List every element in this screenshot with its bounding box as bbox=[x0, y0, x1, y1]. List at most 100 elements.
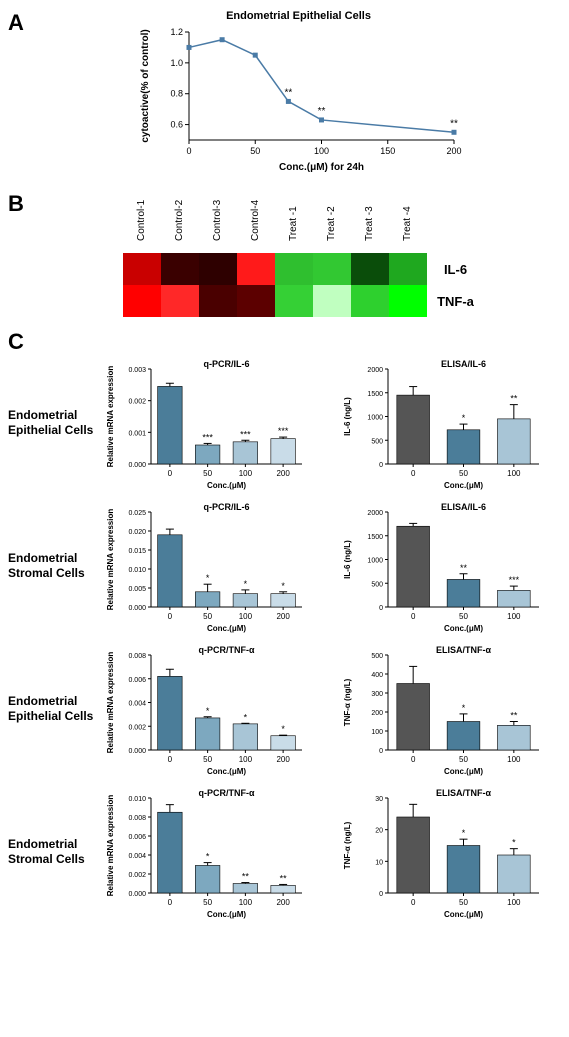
elisa-chart: 01002003004005000*50**100TNF-α (ng/L)Con… bbox=[335, 641, 550, 776]
svg-text:100: 100 bbox=[507, 612, 521, 621]
svg-text:2000: 2000 bbox=[367, 367, 383, 374]
heatmap-rows: IL-6TNF-a bbox=[123, 253, 474, 317]
svg-text:Conc.(μM): Conc.(μM) bbox=[444, 624, 483, 633]
svg-text:**: ** bbox=[460, 563, 468, 573]
svg-text:0: 0 bbox=[379, 748, 383, 755]
svg-text:cytoactive(% of control): cytoactive(% of control) bbox=[140, 29, 151, 142]
panel-b-label-text: B bbox=[8, 191, 24, 216]
svg-text:200: 200 bbox=[276, 612, 290, 621]
panel-c-row: Endometrial Epithelial Cells0.0000.0010.… bbox=[8, 355, 561, 490]
svg-text:***: *** bbox=[278, 426, 289, 436]
svg-text:50: 50 bbox=[203, 469, 212, 478]
svg-text:IL-6 (ng/L): IL-6 (ng/L) bbox=[343, 397, 352, 436]
svg-text:1500: 1500 bbox=[367, 534, 383, 541]
svg-text:*: * bbox=[281, 581, 285, 591]
panel-a: A Endometrial Epithelial Cells 0.60.81.0… bbox=[8, 10, 561, 179]
qpcr-chart: 0.0000.0020.0040.0060.0080*50*100*200Rel… bbox=[98, 641, 313, 776]
svg-text:0.010: 0.010 bbox=[128, 567, 146, 574]
svg-text:**: ** bbox=[284, 87, 292, 98]
svg-text:*: * bbox=[462, 413, 466, 423]
svg-text:ELISA/TNF-α: ELISA/TNF-α bbox=[436, 645, 491, 655]
panel-a-title: Endometrial Epithelial Cells bbox=[134, 10, 464, 22]
svg-text:ELISA/IL-6: ELISA/IL-6 bbox=[441, 359, 486, 369]
svg-text:0: 0 bbox=[379, 891, 383, 898]
panel-a-chart: Endometrial Epithelial Cells 0.60.81.01.… bbox=[134, 10, 464, 179]
svg-text:***: *** bbox=[509, 575, 520, 585]
svg-text:Conc.(μM) for 24h: Conc.(μM) for 24h bbox=[278, 162, 363, 173]
heatmap-cell bbox=[351, 253, 389, 285]
panel-a-svg: 0.60.81.01.2050100150200******Conc.(μM) … bbox=[134, 24, 464, 174]
svg-text:0.008: 0.008 bbox=[128, 815, 146, 822]
panel-c-rows: Endometrial Epithelial Cells 0.000 0.001 0.… bbox=[8, 355, 561, 927]
svg-text:*: * bbox=[512, 838, 516, 848]
svg-text:0.000: 0.000 bbox=[128, 891, 146, 898]
svg-text:0.001: 0.001 bbox=[128, 430, 146, 437]
svg-text:100: 100 bbox=[239, 612, 253, 621]
svg-text:0: 0 bbox=[168, 898, 173, 907]
svg-text:***: *** bbox=[240, 429, 251, 439]
svg-text:q-PCR/TNF-α: q-PCR/TNF-α bbox=[198, 788, 254, 798]
heatmap-cell bbox=[199, 285, 237, 317]
svg-text:Conc.(μM): Conc.(μM) bbox=[444, 910, 483, 919]
svg-text:***: *** bbox=[202, 432, 213, 442]
svg-text:0.003: 0.003 bbox=[128, 367, 146, 374]
svg-text:0.8: 0.8 bbox=[170, 89, 183, 99]
svg-text:0.002: 0.002 bbox=[128, 724, 146, 731]
elisa-chart: 01020300*50*100TNF-α (ng/L)Conc.(μM)ELIS… bbox=[335, 784, 550, 919]
svg-text:100: 100 bbox=[239, 898, 253, 907]
svg-text:300: 300 bbox=[371, 691, 383, 698]
qpcr-chart: 0.0000.0020.0040.0060.0080.0100*50**100*… bbox=[98, 784, 313, 919]
panel-a-chart-wrap: Endometrial Epithelial Cells 0.60.81.01.… bbox=[36, 10, 561, 179]
svg-text:0.010: 0.010 bbox=[128, 796, 146, 803]
panel-b-label: B bbox=[8, 191, 36, 317]
svg-text:100: 100 bbox=[507, 469, 521, 478]
svg-text:0: 0 bbox=[411, 612, 416, 621]
svg-text:1500: 1500 bbox=[367, 391, 383, 398]
heatmap-row bbox=[123, 285, 427, 317]
svg-text:50: 50 bbox=[459, 755, 468, 764]
heatmap-cell bbox=[275, 285, 313, 317]
svg-text:0.6: 0.6 bbox=[170, 120, 183, 130]
svg-text:100: 100 bbox=[371, 729, 383, 736]
svg-text:0.015: 0.015 bbox=[128, 548, 146, 555]
panel-c-row-title: Endometrial Epithelial Cells bbox=[8, 694, 98, 724]
svg-text:Relative mRNA expression: Relative mRNA expression bbox=[106, 652, 115, 754]
heatmap-cell bbox=[123, 285, 161, 317]
svg-text:0.002: 0.002 bbox=[128, 872, 146, 879]
svg-text:0.004: 0.004 bbox=[128, 701, 146, 708]
svg-text:0.006: 0.006 bbox=[128, 834, 146, 841]
svg-text:Conc.(μM): Conc.(μM) bbox=[207, 910, 246, 919]
svg-text:100: 100 bbox=[313, 146, 328, 156]
svg-text:0.020: 0.020 bbox=[128, 529, 146, 536]
svg-text:1.0: 1.0 bbox=[170, 58, 183, 68]
svg-text:0.005: 0.005 bbox=[128, 586, 146, 593]
svg-text:**: ** bbox=[510, 394, 518, 404]
svg-text:IL-6 (ng/L): IL-6 (ng/L) bbox=[343, 540, 352, 579]
svg-text:Relative mRNA expression: Relative mRNA expression bbox=[106, 366, 115, 468]
heatmap-cell bbox=[389, 253, 427, 285]
svg-text:0.002: 0.002 bbox=[128, 399, 146, 406]
svg-text:**: ** bbox=[317, 106, 325, 117]
svg-text:0.025: 0.025 bbox=[128, 510, 146, 517]
heatmap-cell bbox=[161, 253, 199, 285]
svg-text:*: * bbox=[462, 703, 466, 713]
svg-text:0: 0 bbox=[411, 469, 416, 478]
svg-text:*: * bbox=[244, 712, 248, 722]
svg-text:0: 0 bbox=[186, 146, 191, 156]
svg-text:0: 0 bbox=[411, 755, 416, 764]
heatmap-cell bbox=[351, 285, 389, 317]
qpcr-chart: 0.0000.0050.0100.0150.0200.0250*50*100*2… bbox=[98, 498, 313, 633]
svg-text:*: * bbox=[206, 852, 210, 862]
svg-text:0: 0 bbox=[168, 612, 173, 621]
panel-c-row: Endometrial Stromal Cells0.0000.0050.010… bbox=[8, 498, 561, 633]
svg-text:Conc.(μM): Conc.(μM) bbox=[444, 767, 483, 776]
svg-text:500: 500 bbox=[371, 438, 383, 445]
svg-text:*: * bbox=[462, 828, 466, 838]
panel-b: B Control-1Control-2Control-3Control-4Tr… bbox=[8, 191, 561, 317]
panel-c-row: Endometrial Stromal Cells0.0000.0020.004… bbox=[8, 784, 561, 919]
svg-text:Relative mRNA expression: Relative mRNA expression bbox=[106, 795, 115, 897]
svg-text:0.000: 0.000 bbox=[128, 748, 146, 755]
svg-text:100: 100 bbox=[507, 898, 521, 907]
svg-text:1000: 1000 bbox=[367, 415, 383, 422]
svg-text:Conc.(μM): Conc.(μM) bbox=[444, 481, 483, 490]
